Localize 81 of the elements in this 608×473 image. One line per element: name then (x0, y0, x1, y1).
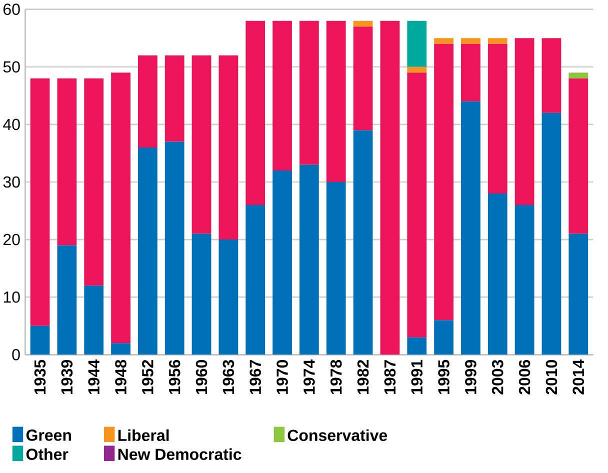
bar (84, 285, 104, 354)
bar (218, 239, 238, 354)
x-tick-label: 1939 (61, 360, 73, 394)
x-tick-label: 1995 (438, 360, 450, 394)
bar (57, 78, 77, 246)
bar (246, 20, 266, 205)
bar (353, 26, 373, 130)
x-tick-label: 1974 (304, 359, 315, 394)
bar (164, 142, 184, 354)
x-tick-label: 1944 (88, 359, 100, 394)
bar (246, 204, 266, 354)
bar (514, 38, 534, 205)
legend-label: New Democratic (118, 448, 242, 460)
bar (326, 182, 346, 354)
bar (192, 234, 212, 354)
x-tick-label: 1991 (411, 360, 423, 394)
legend-label: Liberal (118, 429, 169, 441)
bar (272, 170, 292, 354)
x-tick-label: 1948 (115, 360, 126, 394)
x-tick-label: 2003 (492, 360, 504, 394)
x-tick-label: 2014 (572, 359, 584, 394)
x-tick-label: 1967 (250, 360, 262, 394)
bar (300, 20, 319, 165)
bar (488, 44, 508, 194)
bar (164, 55, 184, 142)
bar (434, 38, 454, 44)
y-tick-label: 20 (3, 234, 20, 246)
bar (407, 337, 427, 354)
x-tick-label: 1970 (276, 360, 288, 394)
bar (111, 342, 130, 354)
bar (218, 55, 238, 240)
x-tick-label: 1999 (465, 360, 476, 394)
bar (111, 72, 130, 343)
bar (353, 130, 373, 354)
x-tick-label: 1978 (330, 360, 342, 394)
bar (30, 326, 50, 354)
bar (488, 38, 508, 44)
bar (514, 204, 534, 354)
bar (407, 72, 427, 338)
bar (57, 245, 77, 354)
bar (272, 20, 292, 170)
bar (568, 78, 588, 234)
y-tick-label: 60 (4, 4, 20, 15)
bar (434, 44, 454, 320)
bar (461, 38, 480, 44)
x-tick-label: 2006 (518, 360, 530, 394)
x-tick-label: 1987 (384, 360, 396, 394)
bar (138, 55, 158, 148)
bar (542, 38, 562, 113)
legend-label: Green (26, 429, 72, 441)
x-tick-label: 1956 (168, 360, 180, 394)
x-tick-label: 1982 (357, 360, 369, 394)
x-tick-label: 2010 (546, 360, 558, 394)
y-tick-label: 0 (12, 348, 20, 360)
x-tick-label: 1960 (196, 360, 208, 394)
bar (461, 101, 480, 354)
legend-label: Conservative (288, 429, 388, 441)
bar (568, 234, 588, 354)
x-tick-label: 1952 (142, 360, 154, 394)
bar (488, 193, 508, 354)
bar (353, 20, 373, 26)
bar (407, 20, 427, 67)
bar (84, 78, 104, 286)
bar (192, 55, 212, 234)
bar (380, 20, 400, 354)
x-tick-label: 1963 (222, 360, 234, 394)
bar (568, 72, 588, 78)
bar (542, 112, 562, 354)
bar (300, 164, 319, 354)
bar (461, 44, 480, 102)
y-tick-label: 10 (4, 291, 20, 303)
legend-label: Other (26, 448, 68, 460)
y-tick-label: 30 (3, 176, 20, 188)
y-tick-label: 40 (3, 118, 20, 130)
bar (407, 66, 427, 72)
bar (434, 320, 454, 354)
bar (138, 147, 158, 354)
bar (326, 20, 346, 182)
x-tick-label: 1935 (34, 360, 46, 394)
bar (30, 78, 50, 326)
y-tick-label: 50 (3, 61, 20, 72)
